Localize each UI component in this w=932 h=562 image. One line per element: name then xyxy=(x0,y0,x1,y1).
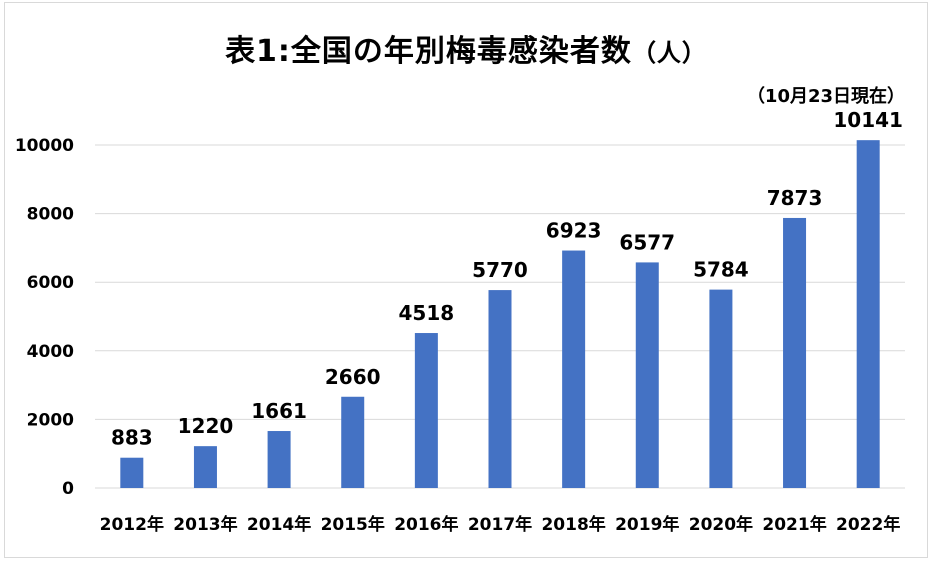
bar xyxy=(635,262,659,488)
x-category-label: 2015年 xyxy=(321,514,385,535)
y-tick-label: 10000 xyxy=(15,136,74,156)
data-label: 4518 xyxy=(399,301,455,325)
x-category-label: 2012年 xyxy=(100,514,164,535)
x-category-label: 2018年 xyxy=(541,514,605,535)
data-label: 6577 xyxy=(619,230,675,254)
data-label: 7873 xyxy=(767,186,823,210)
y-tick-label: 8000 xyxy=(27,205,74,225)
x-category-label: 2022年 xyxy=(836,514,900,535)
y-tick-label: 0 xyxy=(62,479,74,499)
date-annotation: （10月23日現在） xyxy=(747,85,905,107)
data-label: 6923 xyxy=(546,219,602,243)
x-category-label: 2017年 xyxy=(468,514,532,535)
data-label: 883 xyxy=(111,426,153,450)
data-label: 1220 xyxy=(178,414,234,438)
x-category-label: 2016年 xyxy=(394,514,458,535)
x-category-label: 2013年 xyxy=(173,514,237,535)
bars xyxy=(120,140,880,488)
x-axis-labels: 2012年 2013年 2014年 2015年 2016年 2017年 2018年 2019年… xyxy=(100,514,901,535)
bar xyxy=(562,250,586,488)
x-category-label: 2020年 xyxy=(689,514,753,535)
bar xyxy=(709,289,733,488)
x-category-label: 2014年 xyxy=(247,514,311,535)
data-labels: 883 1220 1661 2660 4518 5770 6923 6577 5784 7873 1… xyxy=(111,108,903,450)
bar xyxy=(783,217,807,488)
data-label: 2660 xyxy=(325,365,381,389)
x-category-label: 2019年 xyxy=(615,514,679,535)
y-tick-label: 6000 xyxy=(27,273,74,293)
chart-frame xyxy=(4,2,928,558)
bar xyxy=(120,457,144,488)
data-label: 10141 xyxy=(833,108,903,132)
data-label: 5784 xyxy=(693,258,749,282)
bar xyxy=(856,140,880,488)
data-label: 1661 xyxy=(251,399,307,423)
chart-title: 表1:全国の年別梅毒感染者数（人） xyxy=(0,26,932,70)
bar xyxy=(341,396,365,488)
chart-title-unit: （人） xyxy=(631,39,707,67)
bar xyxy=(414,333,438,488)
data-label: 5770 xyxy=(472,258,528,282)
y-tick-label: 2000 xyxy=(27,410,74,430)
bar xyxy=(267,431,291,488)
x-category-label: 2021年 xyxy=(762,514,826,535)
y-axis-ticks: 0 2000 4000 6000 8000 10000 xyxy=(15,136,74,499)
chart-title-text: 表1:全国の年別梅毒感染者数 xyxy=(225,34,632,69)
y-tick-label: 4000 xyxy=(27,342,74,362)
bar xyxy=(193,446,217,488)
bar xyxy=(488,290,512,488)
